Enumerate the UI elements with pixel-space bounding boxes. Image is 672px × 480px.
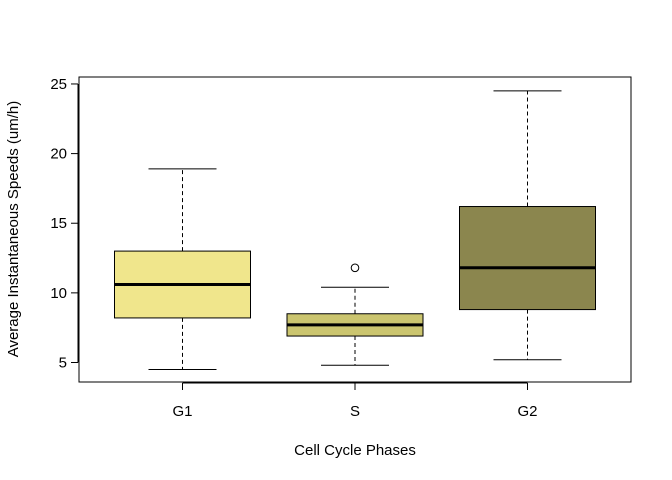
y-axis: 5 10 15 20 25 bbox=[50, 76, 79, 372]
y-tick-label: 25 bbox=[50, 76, 67, 93]
y-axis-title: Average Instantaneous Speeds (um/h) bbox=[5, 101, 22, 358]
y-tick-label: 10 bbox=[50, 285, 67, 302]
boxes-group bbox=[114, 90, 596, 370]
x-tick-label: G1 bbox=[172, 403, 192, 420]
y-tick-label: 15 bbox=[50, 215, 67, 232]
outlier-point bbox=[350, 263, 360, 273]
box-G1 bbox=[114, 168, 251, 370]
x-tick-label: S bbox=[350, 403, 360, 420]
box-G2 bbox=[459, 90, 596, 361]
x-tick-label: G2 bbox=[517, 403, 537, 420]
box-S bbox=[286, 263, 424, 366]
y-tick-label: 5 bbox=[59, 355, 67, 372]
x-axis: G1 S G2 bbox=[172, 382, 538, 420]
x-axis-title: Cell Cycle Phases bbox=[294, 442, 416, 459]
plot-frame bbox=[78, 76, 632, 383]
y-tick-label: 20 bbox=[50, 146, 67, 163]
box-iqr bbox=[459, 206, 596, 311]
